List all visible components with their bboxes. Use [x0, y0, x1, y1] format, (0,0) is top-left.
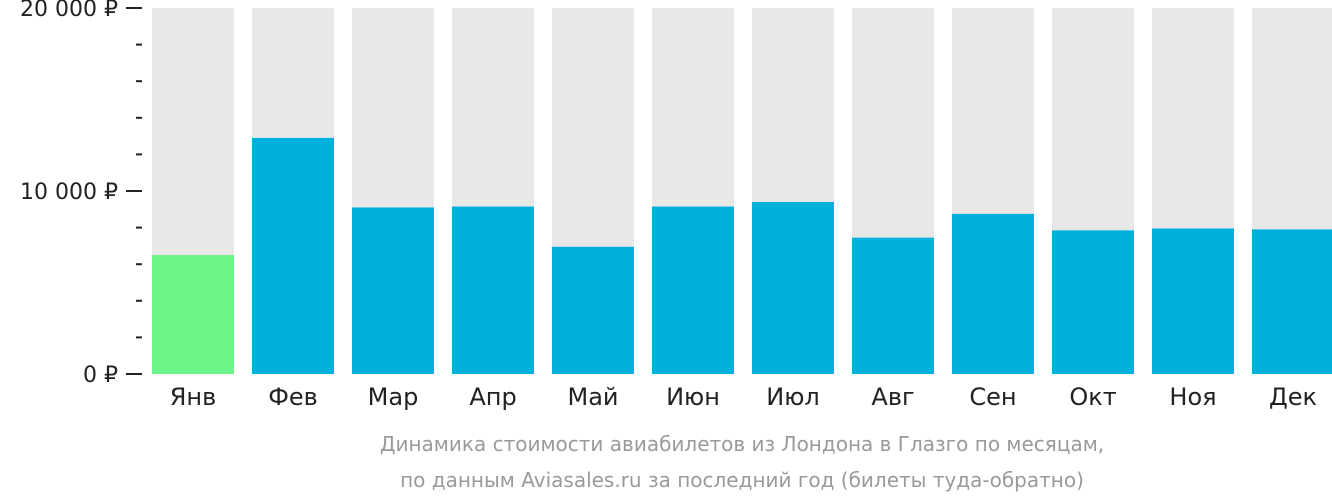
- x-tick-label: Фев: [268, 383, 318, 411]
- x-tick-label: Июн: [666, 383, 720, 411]
- x-tick-label: Апр: [469, 383, 516, 411]
- bar-3: [352, 207, 434, 374]
- x-tick-label: Окт: [1069, 383, 1116, 411]
- bar-10: [1052, 230, 1134, 374]
- bar-8: [852, 237, 934, 374]
- bar-2: [252, 137, 334, 374]
- x-tick-label: Мар: [368, 383, 419, 411]
- bar-12: [1252, 229, 1332, 374]
- x-tick-label: Июл: [766, 383, 820, 411]
- x-tick-label: Янв: [170, 383, 217, 411]
- x-tick-label: Дек: [1269, 383, 1317, 411]
- bar-7: [752, 201, 834, 374]
- x-tick-label: Ноя: [1169, 383, 1216, 411]
- bar-11: [1152, 228, 1234, 374]
- bar-6: [652, 206, 734, 374]
- x-axis: Янв Фев Мар Апр Май Июн Июл Авг Сен Окт Ноя Дек: [170, 383, 1317, 411]
- x-tick-label: Май: [567, 383, 618, 411]
- chart-caption-line-2: по данным Aviasales.ru за последний год …: [400, 468, 1084, 492]
- y-axis: 0 ₽ 10 000 ₽ 20 000 ₽: [20, 0, 142, 388]
- y-tick-label: 20 000 ₽: [20, 0, 118, 22]
- bar-5: [552, 246, 634, 374]
- price-chart: 0 ₽ 10 000 ₽ 20 000 ₽ Янв Фев Мар Апр Май Июн Ию…: [20, 0, 1332, 411]
- y-tick-label: 10 000 ₽: [20, 180, 118, 205]
- bar-1: [152, 255, 234, 374]
- chart-caption-line-1: Динамика стоимости авиабилетов из Лондон…: [379, 432, 1105, 456]
- y-tick-label: 0 ₽: [83, 363, 118, 388]
- x-tick-label: Сен: [969, 383, 1016, 411]
- bar-4: [452, 206, 534, 374]
- bars: [152, 137, 1332, 374]
- x-tick-label: Авг: [871, 383, 914, 411]
- bar-9: [952, 213, 1034, 374]
